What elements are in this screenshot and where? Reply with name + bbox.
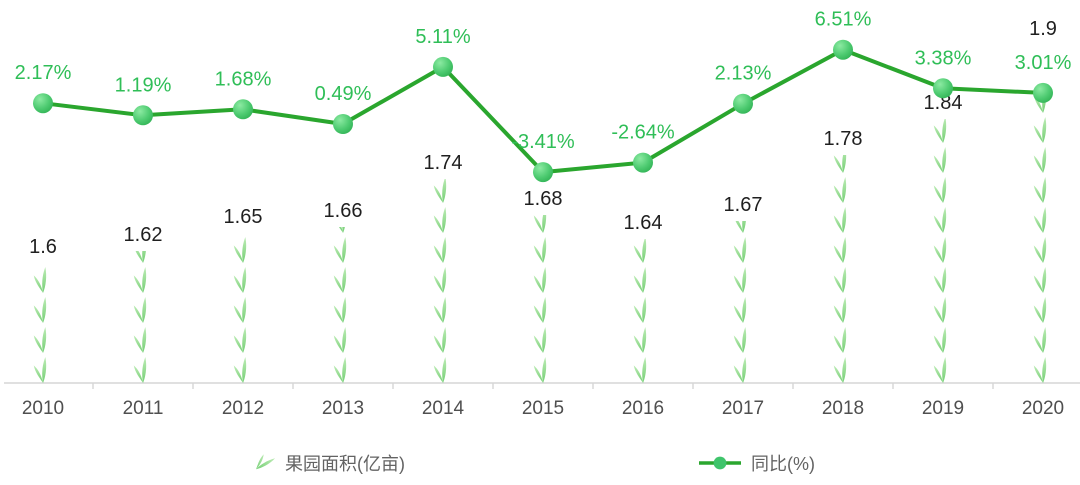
year-label-2018: 2018 xyxy=(822,398,864,419)
year-label-2017: 2017 xyxy=(722,398,764,419)
pct-label-2020: 3.01% xyxy=(1015,52,1072,74)
line-point-2020[interactable] xyxy=(1033,82,1053,103)
line-point-2013[interactable] xyxy=(333,114,353,134)
pct-label-2018: 6.51% xyxy=(815,9,872,31)
line-point-2019[interactable] xyxy=(933,78,953,99)
bar-value-label-2014: 1.74 xyxy=(424,152,463,174)
bar-2016[interactable]: 1.64 xyxy=(624,212,663,383)
legend: 果园面积(亿亩) 同比(%) xyxy=(0,448,1080,482)
bar-2020[interactable]: 1.9 xyxy=(1029,18,1057,383)
bar-value-label-2013: 1.66 xyxy=(324,200,363,222)
pictorial-bar-series: 1.6 1.62 1.65 1.66 1.74 1.68 1.64 1.67 1.78 1.84 1… xyxy=(29,18,1057,383)
year-label-2012: 2012 xyxy=(222,398,264,419)
bar-2018[interactable]: 1.78 xyxy=(824,128,863,383)
pct-label-2019: 3.38% xyxy=(915,47,972,69)
year-label-2013: 2013 xyxy=(322,398,364,419)
bar-value-label-2010: 1.6 xyxy=(29,236,57,258)
year-label-2015: 2015 xyxy=(522,398,564,419)
bar-2011[interactable]: 1.62 xyxy=(124,224,163,383)
x-axis xyxy=(4,382,1080,389)
bar-value-label-2015: 1.68 xyxy=(524,188,563,210)
bar-2012[interactable]: 1.65 xyxy=(224,206,263,383)
combo-chart: 1.6 1.62 1.65 1.66 1.74 1.68 1.64 1.67 1.78 1.84 1… xyxy=(4,9,1080,419)
bar-2014[interactable]: 1.74 xyxy=(424,152,463,383)
bar-2017[interactable]: 1.67 xyxy=(724,194,763,383)
pct-label-2012: 1.68% xyxy=(215,68,272,90)
legend-item-yoy[interactable]: 同比(%) xyxy=(698,450,815,476)
bar-2015[interactable]: 1.68 xyxy=(524,188,563,383)
year-label-2014: 2014 xyxy=(422,398,465,419)
pct-label-2014: 5.11% xyxy=(415,26,470,48)
legend-yoy-label: 同比(%) xyxy=(751,454,815,474)
bar-value-label-2017: 1.67 xyxy=(724,194,763,216)
year-label-2010: 2010 xyxy=(22,398,64,419)
line-point-2011[interactable] xyxy=(133,105,153,126)
x-axis-labels: 2010 2011 2012 2013 2014 2015 2016 2017 2018 2019… xyxy=(22,398,1064,419)
line-point-2014[interactable] xyxy=(433,56,453,77)
year-label-2011: 2011 xyxy=(123,398,164,419)
pct-label-2016: -2.64% xyxy=(611,122,675,144)
legend-item-area[interactable]: 果园面积(亿亩) xyxy=(254,450,405,476)
year-label-2016: 2016 xyxy=(622,398,664,419)
pct-label-2011: 1.19% xyxy=(115,74,172,96)
sprout-icon xyxy=(255,454,276,470)
legend-area-label: 果园面积(亿亩) xyxy=(285,454,405,474)
bar-value-label-2011: 1.62 xyxy=(124,224,163,246)
year-label-2020: 2020 xyxy=(1022,398,1064,419)
pct-label-2017: 2.13% xyxy=(715,63,772,85)
pct-label-2010: 2.17% xyxy=(15,62,72,84)
year-label-2019: 2019 xyxy=(922,398,964,419)
bar-2013[interactable]: 1.66 xyxy=(324,200,363,383)
bar-2010[interactable]: 1.6 xyxy=(29,236,57,383)
pct-label-2015: -3.41% xyxy=(511,131,575,153)
line-point-2012[interactable] xyxy=(233,99,253,120)
line-series: 2.17% 1.19% 1.68% 0.49% 5.11% -3.41% -2.64% 2.1… xyxy=(15,9,1072,183)
line-dot-icon xyxy=(699,456,741,470)
bar-value-label-2018: 1.78 xyxy=(824,128,863,150)
bar-value-label-2016: 1.64 xyxy=(624,212,663,234)
line-point-2017[interactable] xyxy=(733,93,753,114)
line-point-2016[interactable] xyxy=(633,152,653,173)
bar-value-label-2020: 1.9 xyxy=(1029,18,1057,40)
line-point-2018[interactable] xyxy=(833,39,853,60)
line-point-2015[interactable] xyxy=(533,162,553,183)
bar-2019[interactable]: 1.84 xyxy=(924,92,963,383)
bar-value-label-2012: 1.65 xyxy=(224,206,263,228)
line-point-2010[interactable] xyxy=(33,93,53,114)
bar-value-label-2019: 1.84 xyxy=(924,92,963,114)
pct-label-2013: 0.49% xyxy=(315,83,372,105)
